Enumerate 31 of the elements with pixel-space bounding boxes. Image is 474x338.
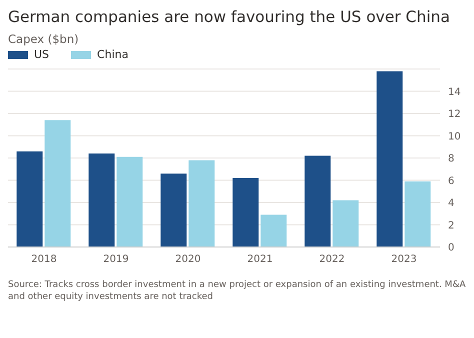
bar: [16, 151, 43, 247]
legend-label: China: [97, 48, 128, 61]
bar: [188, 160, 215, 247]
x-tick-label: 2019: [103, 254, 129, 266]
y-tick-label: 6: [448, 176, 454, 187]
bar: [304, 156, 331, 247]
x-tick-label: 2020: [175, 254, 201, 266]
bar: [232, 178, 259, 247]
y-tick-label: 14: [448, 86, 461, 98]
x-tick-label: 2023: [391, 254, 417, 266]
bar: [404, 181, 431, 247]
x-tick-label: 2018: [31, 254, 57, 266]
chart-title: German companies are now favouring the US over China: [8, 8, 451, 26]
bar: [44, 120, 71, 247]
y-tick-label: 4: [448, 198, 454, 210]
y-tick-label: 12: [448, 109, 461, 120]
bar: [376, 71, 403, 247]
chart-subtitle: Capex ($bn): [8, 32, 80, 46]
bar: [160, 174, 187, 247]
legend-label: US: [34, 48, 50, 61]
source-note: Source: Tracks cross border investment in a new project or expansion of an existing investment. M&A and other equity investments are not tracked: [8, 279, 466, 303]
bar: [332, 200, 359, 247]
y-tick-label: 10: [448, 131, 461, 142]
bar: [116, 156, 143, 247]
y-tick-label: 0: [448, 242, 454, 254]
bar: [88, 154, 115, 247]
x-tick-label: 2022: [319, 254, 345, 266]
x-tick-label: 2021: [247, 254, 273, 266]
y-tick-label: 8: [448, 154, 454, 165]
y-tick-label: 2: [448, 220, 454, 232]
bar: [260, 214, 287, 247]
